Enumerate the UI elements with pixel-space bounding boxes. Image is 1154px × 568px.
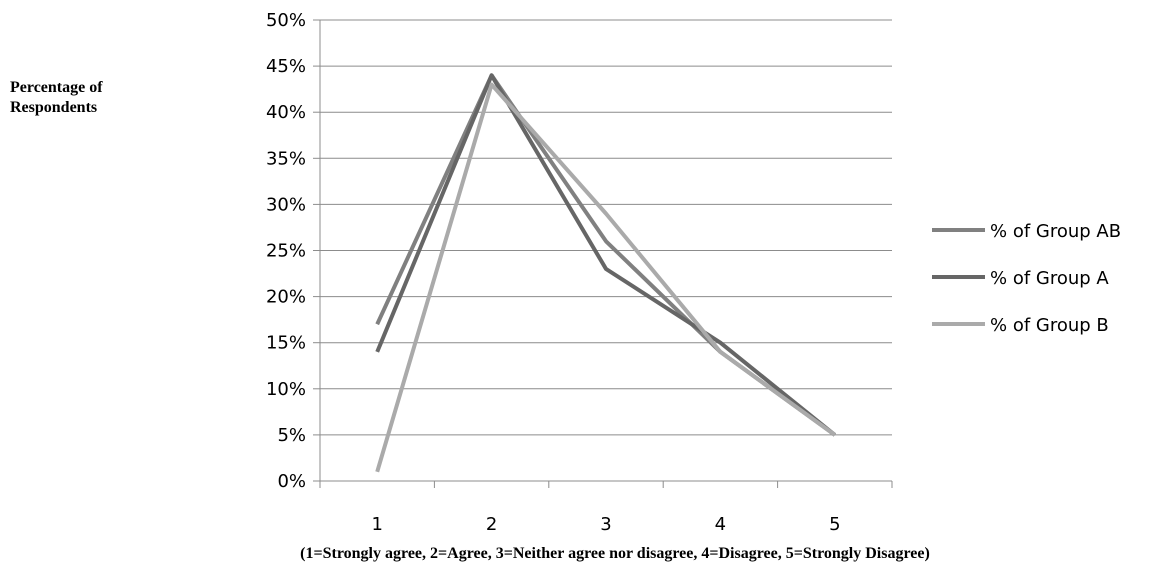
y-tick-label: 40% xyxy=(266,102,306,123)
legend-label: % of Group A xyxy=(990,268,1109,289)
axes xyxy=(313,19,893,488)
legend-label: % of Group B xyxy=(990,315,1109,336)
x-tick-label: 2 xyxy=(486,514,497,535)
x-tick-label: 1 xyxy=(371,514,382,535)
x-tick-label: 5 xyxy=(829,514,840,535)
y-tick-label: 25% xyxy=(266,241,306,262)
y-tick-label: 35% xyxy=(266,148,306,169)
y-tick-labels: 0% 5% 10% 15% 20% 25% 30% 35% 40% 45% 50% xyxy=(266,10,306,492)
y-tick-label: 0% xyxy=(277,471,306,492)
x-axis-label: (1=Strongly agree, 2=Agree, 3=Neither ag… xyxy=(300,545,930,562)
y-tick-label: 30% xyxy=(266,194,306,215)
series-line-3 xyxy=(375,82,836,473)
x-tick-labels: 1 2 3 4 5 xyxy=(371,514,840,535)
x-tick-label: 4 xyxy=(715,514,726,535)
legend-label: % of Group AB xyxy=(990,221,1121,242)
y-tick-label: 20% xyxy=(266,287,306,308)
series-lines xyxy=(375,73,837,473)
y-tick-label: 15% xyxy=(266,333,306,354)
x-tick-label: 3 xyxy=(600,514,611,535)
y-axis-label: Percentage of Respondents xyxy=(10,79,103,116)
y-tick-label: 45% xyxy=(266,56,306,77)
legend: % of Group AB % of Group A % of Group B xyxy=(932,221,1121,336)
y-tick-label: 5% xyxy=(277,425,306,446)
y-tick-label: 10% xyxy=(266,379,306,400)
y-tick-label: 50% xyxy=(266,10,306,31)
series-line-2 xyxy=(375,73,837,437)
